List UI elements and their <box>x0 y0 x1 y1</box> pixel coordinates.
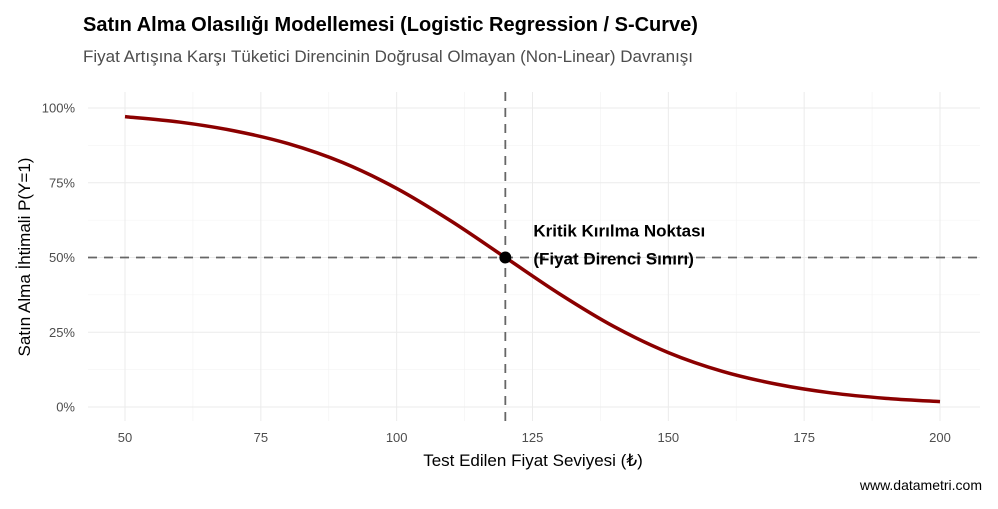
caption: www.datametri.com <box>859 477 982 493</box>
y-tick-label: 25% <box>49 325 75 340</box>
y-tick-label: 0% <box>56 400 75 415</box>
x-tick-label: 100 <box>386 430 408 445</box>
x-tick-label: 175 <box>793 430 815 445</box>
x-tick-label: 50 <box>118 430 132 445</box>
critical-point <box>499 251 512 264</box>
y-tick-label: 75% <box>49 175 75 190</box>
x-tick-label: 150 <box>657 430 679 445</box>
logistic-curve <box>124 114 941 404</box>
x-tick-label: 200 <box>929 430 951 445</box>
axis-ticks: 50 75 100 125 150 175 200 0% 25% 50% 75% 100% <box>42 101 951 446</box>
x-tick-label: 125 <box>522 430 544 445</box>
annotation-line-2: (Fiyat Direnci Sınırı) <box>533 250 694 269</box>
y-axis-label: Satın Alma İhtimali P(Y=1) <box>15 158 34 357</box>
chart-subtitle: Fiyat Artışına Karşı Tüketici Direncinin… <box>83 47 694 66</box>
chart-title: Satın Alma Olasılığı Modellemesi (Logist… <box>83 14 698 36</box>
x-tick-label: 75 <box>254 430 268 445</box>
x-axis-label: Test Edilen Fiyat Seviyesi (₺) <box>423 451 643 470</box>
grid <box>88 92 980 421</box>
annotation-line-1: Kritik Kırılma Noktası <box>533 222 705 241</box>
y-tick-label: 50% <box>49 250 75 265</box>
y-tick-label: 100% <box>42 101 76 116</box>
